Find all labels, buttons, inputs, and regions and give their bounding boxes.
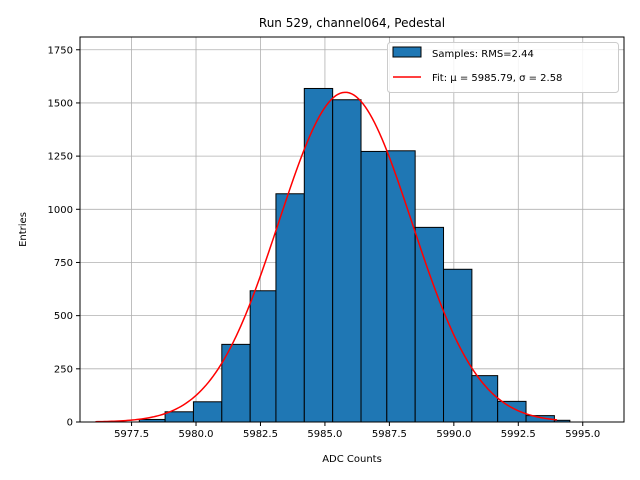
y-tick-label-6: 1500 — [48, 98, 73, 109]
legend-label-samples: Samples: RMS=2.44 — [432, 49, 534, 60]
y-tick-label-3: 750 — [54, 258, 73, 269]
y-tick-label-5: 1250 — [48, 152, 73, 163]
chart-title: Run 529, channel064, Pedestal — [259, 16, 445, 30]
histogram-bar-10 — [414, 226, 445, 423]
y-tick-label-7: 1750 — [48, 45, 73, 56]
x-tick-label-6: 5992.5 — [501, 429, 536, 440]
x-tick-label-1: 5980.0 — [179, 429, 214, 440]
y-axis-label: Entries — [18, 212, 29, 247]
x-tick-label-5: 5990.0 — [436, 429, 471, 440]
x-tick-label-4: 5987.5 — [372, 429, 407, 440]
histogram-bar-8 — [360, 150, 388, 423]
x-tick-label-7: 5995.0 — [565, 429, 600, 440]
y-tick-label-2: 500 — [54, 311, 73, 322]
legend-label-fit: Fit: μ = 5985.79, σ = 2.58 — [432, 73, 562, 84]
legend: Samples: RMS=2.44 Fit: μ = 5985.79, σ = … — [387, 42, 619, 93]
y-tick-label-0: 0 — [67, 418, 73, 429]
fit-curve — [95, 91, 558, 423]
legend-box — [387, 42, 619, 93]
histogram-bar-2 — [192, 401, 223, 423]
histogram-bar-9 — [386, 150, 416, 423]
x-axis-ticks: 5977.5 5980.0 5982.5 5985.0 5987.5 5990.0 5992… — [114, 422, 600, 440]
y-tick-label-1: 250 — [54, 364, 73, 375]
histogram-bar-12 — [471, 375, 499, 423]
plot-frame — [79, 36, 625, 423]
histogram-bar-11 — [443, 268, 473, 423]
x-axis-label: ADC Counts — [322, 454, 382, 465]
histogram-bar-1 — [164, 411, 194, 423]
histogram-bar-7 — [332, 99, 362, 423]
histogram-bar-6 — [303, 87, 334, 423]
y-axis-ticks: 0 250 500 750 1000 1250 1500 1750 — [48, 45, 80, 429]
x-tick-label-3: 5985.0 — [307, 429, 342, 440]
histogram-bars — [138, 87, 571, 423]
x-tick-label-0: 5977.5 — [114, 429, 149, 440]
histogram-bar-4 — [249, 290, 277, 423]
legend-swatch-samples — [392, 46, 422, 58]
y-tick-label-4: 1000 — [48, 205, 73, 216]
histogram-bar-5 — [275, 193, 305, 423]
x-tick-label-2: 5982.5 — [243, 429, 278, 440]
